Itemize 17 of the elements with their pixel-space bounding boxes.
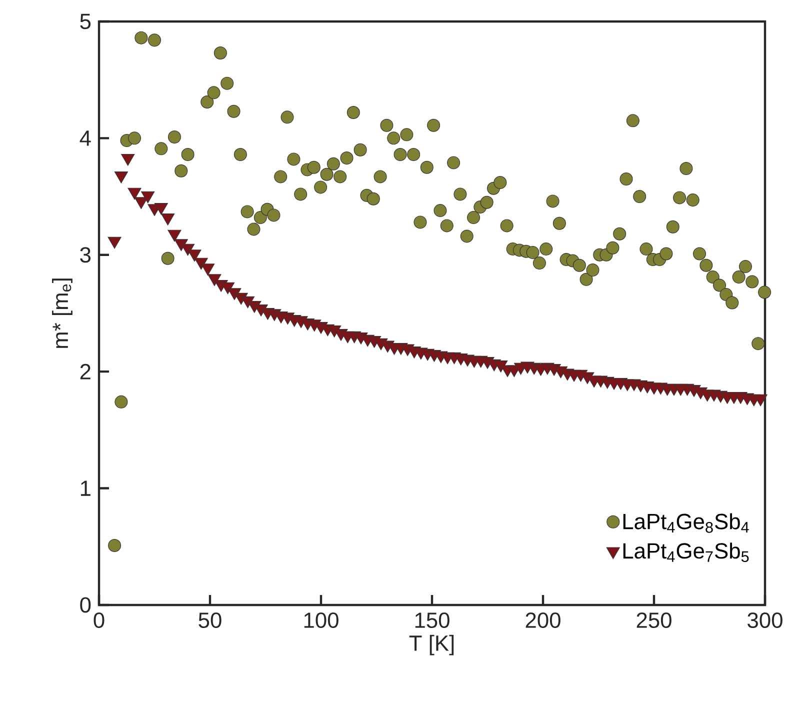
y-axis-title: m* [m$_{e}$] <box>52 278 72 348</box>
x-tick-label: 0 <box>94 612 104 628</box>
legend-label: LaPt$_{4}$Ge$_{7}$Sb$_{5}$ <box>623 542 749 562</box>
y-tick-label: 3 <box>80 247 91 263</box>
y-tick-label: 1 <box>80 480 90 496</box>
y-tick-label: 4 <box>80 130 91 146</box>
x-tick-label: 200 <box>526 612 560 628</box>
x-tick-label: 100 <box>304 612 338 628</box>
y-tick-label: 2 <box>80 364 90 380</box>
legend-label: LaPt$_{4}$Ge$_{8}$Sb$_{4}$ <box>623 513 749 533</box>
x-tick-label: 150 <box>415 612 450 628</box>
y-tick-label: 5 <box>80 14 91 30</box>
x-tick-label: 50 <box>198 612 222 628</box>
x-tick-label: 300 <box>748 612 782 628</box>
x-tick-label: 250 <box>636 612 672 628</box>
y-tick-label: 0 <box>80 597 91 613</box>
x-axis-title: T [K] <box>409 634 454 656</box>
